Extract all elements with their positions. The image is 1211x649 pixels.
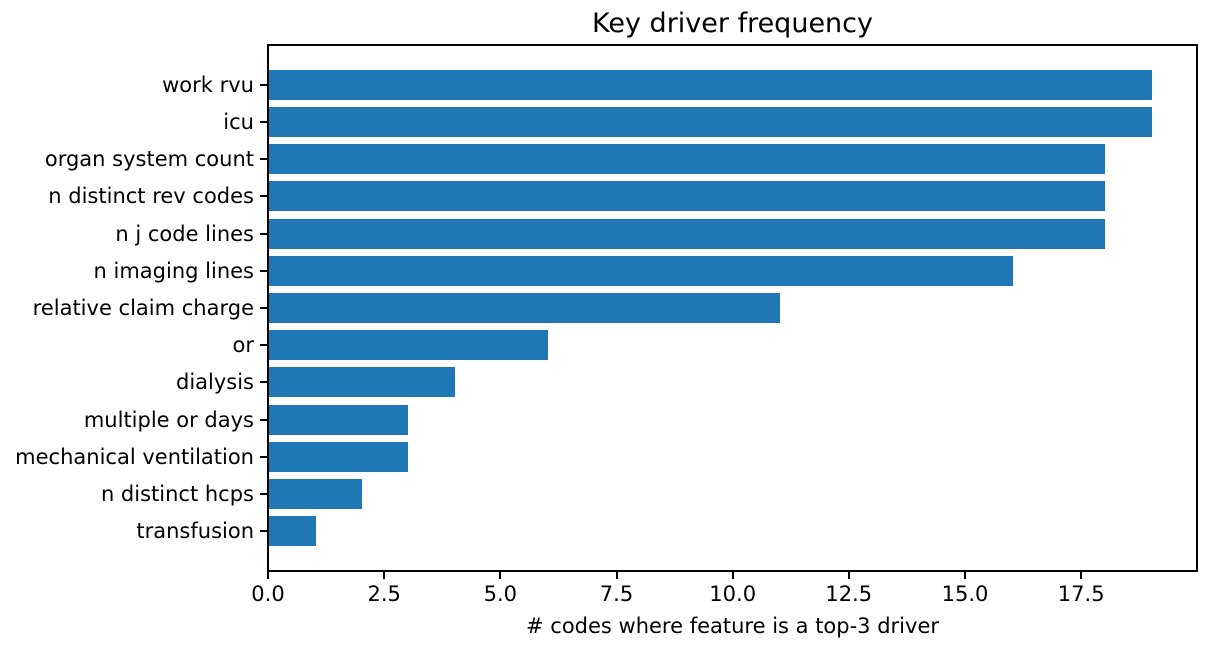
bar-multiple-or-days [269, 404, 409, 435]
xtick-mark-15.0 [964, 572, 966, 579]
ytick-mark-n-distinct-rev-codes [260, 195, 267, 198]
xtick-label-5.0: 5.0 [483, 582, 517, 606]
ytick-mark-organ-system-count [260, 158, 267, 161]
xtick-label-2.5: 2.5 [367, 582, 401, 606]
xtick-mark-5.0 [499, 572, 502, 579]
xtick-label-0.0: 0.0 [251, 582, 285, 606]
ytick-mark-transfusion [260, 530, 267, 533]
xtick-mark-0.0 [267, 572, 269, 579]
bar-n-imaging-lines [269, 255, 1013, 286]
xtick-mark-12.5 [847, 572, 850, 579]
xtick-label-10.0: 10.0 [709, 582, 757, 606]
bar-or [269, 330, 548, 361]
bar-n-distinct-hcps [269, 479, 362, 510]
ytick-mark-relative-claim-charge [260, 307, 267, 309]
bar-relative-claim-charge [269, 293, 781, 323]
ytick-mark-n-distinct-hcps [260, 493, 267, 496]
plot-area [267, 44, 1198, 572]
xtick-label-7.5: 7.5 [599, 582, 634, 606]
ytick-mark-mechanical-ventilation [260, 455, 267, 458]
ytick-label-or: or [232, 333, 254, 358]
ytick-label-n-distinct-rev-codes: n distinct rev codes [48, 184, 254, 209]
xtick-mark-7.5 [615, 572, 618, 579]
ytick-label-n-j-code-lines: n j code lines [115, 221, 254, 246]
ytick-label-n-distinct-hcps: n distinct hcps [100, 482, 254, 507]
ytick-label-organ-system-count: organ system count [44, 147, 254, 172]
x-axis-title: # codes where feature is a top-3 driver [526, 614, 939, 638]
ytick-label-dialysis: dialysis [175, 370, 254, 395]
bar-n-j-code-lines [269, 218, 1106, 249]
ytick-mark-n-j-code-lines [260, 232, 267, 235]
ytick-label-mechanical-ventilation: mechanical ventilation [15, 444, 254, 469]
bar-icu [269, 106, 1152, 137]
ytick-mark-dialysis [260, 381, 267, 384]
ytick-label-relative-claim-charge: relative claim charge [32, 296, 254, 320]
xtick-mark-2.5 [383, 572, 386, 579]
ytick-mark-or [260, 344, 267, 347]
ytick-label-n-imaging-lines: n imaging lines [93, 258, 254, 283]
bar-organ-system-count [269, 144, 1106, 175]
bar-dialysis [269, 367, 455, 398]
chart-title: Key driver frequency [592, 8, 873, 39]
ytick-label-multiple-or-days: multiple or days [83, 407, 254, 432]
ytick-label-icu: icu [223, 109, 254, 134]
xtick-label-17.5: 17.5 [1057, 582, 1105, 606]
ytick-mark-work-rvu [260, 83, 267, 86]
bar-transfusion [269, 516, 316, 547]
ytick-label-transfusion: transfusion [136, 519, 254, 544]
xtick-label-15.0: 15.0 [941, 582, 989, 606]
bar-mechanical-ventilation [269, 441, 409, 472]
ytick-mark-n-imaging-lines [260, 269, 267, 272]
ytick-mark-icu [260, 120, 267, 123]
xtick-label-12.5: 12.5 [825, 582, 873, 606]
ytick-label-work-rvu: work rvu [162, 72, 254, 97]
ytick-mark-multiple-or-days [260, 418, 267, 421]
xtick-mark-17.5 [1080, 572, 1083, 579]
bar-work-rvu [269, 69, 1152, 100]
bar-n-distinct-rev-codes [269, 181, 1106, 212]
xtick-mark-10.0 [731, 572, 734, 579]
bars-layer [269, 46, 1196, 570]
